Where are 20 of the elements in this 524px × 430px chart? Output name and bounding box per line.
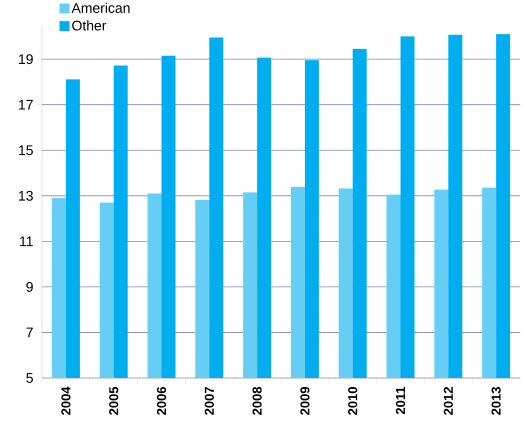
x-tick-label: 2008 — [252, 386, 262, 415]
y-tick-label: 13 — [19, 190, 33, 201]
y-tick-label: 17 — [19, 100, 33, 110]
legend-label: American — [72, 2, 130, 13]
x-tick-label: 2005 — [109, 386, 118, 415]
x-tick-label: 2007 — [204, 387, 214, 415]
x-tick-label: 2010 — [348, 387, 358, 415]
x-tick-label: 2006 — [156, 386, 166, 415]
y-tick-label: 11 — [20, 236, 33, 246]
x-tick-label: 2012 — [444, 387, 453, 415]
legend-label: Other — [72, 20, 106, 31]
y-tick-label: 9 — [26, 282, 33, 292]
y-tick-label: 7 — [26, 328, 33, 338]
y-tick-label: 15 — [19, 145, 33, 156]
x-tick-label: 2004 — [61, 386, 70, 415]
x-tick-label: 2013 — [492, 386, 501, 415]
x-tick-label: 2009 — [300, 387, 310, 415]
y-tick-label: 5 — [26, 373, 33, 383]
y-tick-label: 19 — [19, 54, 33, 64]
x-tick-label: 2011 — [396, 386, 406, 414]
